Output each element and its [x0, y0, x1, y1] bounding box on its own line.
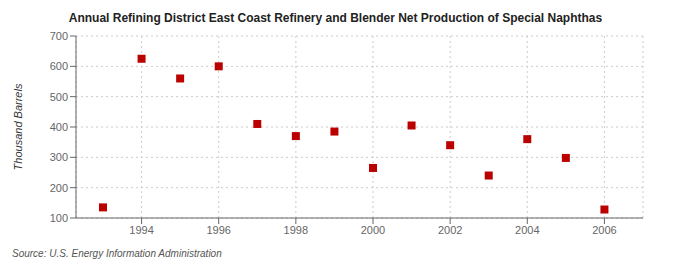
svg-text:700: 700 — [50, 30, 68, 42]
svg-text:1996: 1996 — [206, 224, 230, 236]
svg-text:Thousand Barrels: Thousand Barrels — [12, 83, 24, 170]
svg-text:500: 500 — [50, 91, 68, 103]
svg-text:1998: 1998 — [284, 224, 308, 236]
svg-text:300: 300 — [50, 151, 68, 163]
svg-text:2002: 2002 — [438, 224, 462, 236]
svg-text:200: 200 — [50, 182, 68, 194]
html-text:Annual Refining District East: Annual Refining District East Coast Refi… — [68, 11, 603, 25]
svg-text:2000: 2000 — [361, 224, 385, 236]
svg-text:1994: 1994 — [129, 224, 153, 236]
svg-text:400: 400 — [50, 121, 68, 133]
html-text:Source: U.S. Energy Informatio: Source: U.S. Energy Information Administ… — [12, 248, 222, 259]
svg-text:600: 600 — [50, 60, 68, 72]
svg-text:2004: 2004 — [515, 224, 539, 236]
svg-text:100: 100 — [50, 212, 68, 224]
svg-text:2006: 2006 — [592, 224, 616, 236]
